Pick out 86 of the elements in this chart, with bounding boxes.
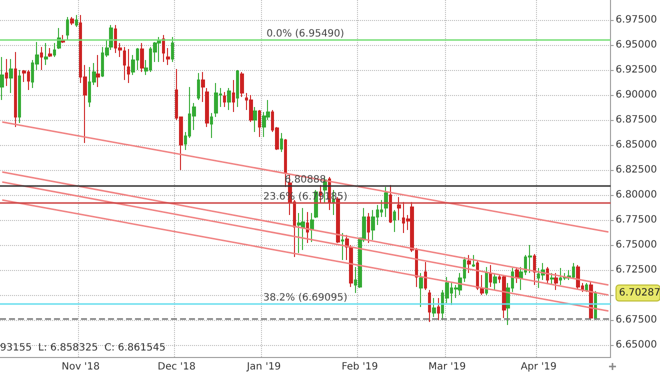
candlestick (489, 264, 492, 288)
candlestick (585, 282, 588, 292)
y-tick-label: 6.85000 (616, 140, 658, 150)
candlestick (205, 88, 209, 128)
candlestick (53, 42, 56, 58)
candlestick (515, 266, 519, 284)
candlestick (201, 72, 205, 102)
candlestick (485, 266, 488, 296)
candlestick (140, 42, 144, 72)
candlestick (432, 298, 436, 318)
candlestick (528, 244, 532, 274)
candlestick (236, 70, 239, 108)
y-tick-label: 6.75000 (616, 240, 658, 250)
candlestick (249, 94, 253, 122)
y-tick-label: 6.67500 (616, 314, 658, 326)
candlestick (419, 272, 423, 308)
candlestick (341, 232, 344, 260)
candlestick (162, 34, 165, 62)
y-tick-label: 6.82500 (616, 164, 658, 176)
candlestick (306, 212, 309, 244)
x-tick-label: Nov '18 (62, 362, 100, 372)
candlestick (397, 196, 401, 220)
candlestick (367, 212, 370, 244)
candlestick (223, 92, 226, 108)
candlestick (0, 56, 4, 100)
candlestick (232, 80, 235, 112)
candlestick (301, 208, 305, 250)
candlestick (240, 72, 244, 98)
candlestick (166, 48, 170, 66)
candlestick (533, 254, 536, 286)
x-tick-label: Apr '19 (520, 362, 557, 372)
candlestick (480, 274, 484, 296)
x-tick-label: Mar '19 (428, 362, 466, 372)
candlestick (502, 274, 506, 318)
candlestick (66, 16, 69, 40)
ref-line-label: 38.2% (6.69095) (263, 292, 348, 304)
x-tick-label: Feb '19 (342, 362, 378, 372)
candlestick (389, 184, 392, 224)
candlestick (127, 48, 130, 84)
candlestick (214, 82, 218, 118)
candlestick (493, 272, 497, 290)
candlestick (310, 212, 314, 242)
candlestick (428, 290, 431, 322)
candlestick (75, 14, 78, 28)
candlestick (554, 272, 558, 290)
y-tick-label: 6.72500 (616, 264, 658, 276)
x-tick-label: Dec '18 (158, 362, 196, 372)
text: 6.70287 (619, 288, 660, 298)
candlestick (123, 46, 126, 80)
candlestick (437, 298, 440, 320)
y-tick-label: 6.97500 (616, 14, 658, 26)
candlestick (393, 210, 396, 232)
candlestick (253, 106, 257, 132)
y-tick-label: 6.80000 (616, 190, 658, 200)
candlestick (14, 52, 17, 128)
y-tick-label: 6.95000 (616, 40, 658, 50)
candlestick (550, 272, 554, 286)
y-tick-label: 6.77500 (616, 214, 658, 226)
ref-line-label: 0.0% (6.95490) (266, 28, 344, 40)
y-tick-label: 6.65000 (616, 340, 658, 350)
candlestick (384, 186, 388, 218)
candlestick (280, 132, 283, 152)
candlestick (227, 88, 231, 110)
candlestick (157, 36, 161, 62)
y-tick-label: 6.92500 (616, 64, 658, 76)
candlestick (48, 48, 52, 58)
candlestick (576, 264, 580, 290)
annotation: 93155 L: 6.858325 C: 6.861545 (0, 342, 166, 354)
candlestick (18, 70, 21, 124)
candlestick (9, 58, 13, 94)
candlestick (258, 110, 261, 138)
candlestick (197, 72, 200, 100)
x-tick-label: Jan '19 (246, 362, 281, 372)
candlestick (467, 254, 471, 274)
candlestick (171, 36, 174, 62)
candlestick (210, 112, 213, 138)
candlestick (44, 42, 48, 66)
y-tick-label: 6.90000 (616, 90, 658, 100)
candlestick (284, 138, 287, 188)
candlestick (70, 16, 74, 26)
candlestick (472, 254, 475, 268)
candlestick (40, 46, 43, 70)
candlestick (96, 54, 100, 88)
candlestick (5, 58, 8, 86)
candlestick (424, 262, 427, 290)
y-tick-label: 6.87500 (616, 114, 658, 126)
